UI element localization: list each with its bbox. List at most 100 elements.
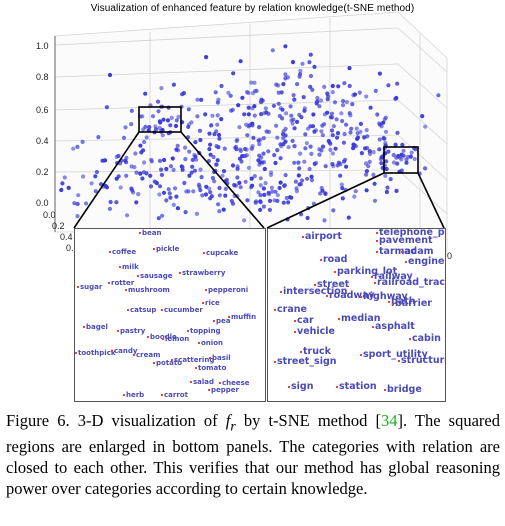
scatter-point xyxy=(336,84,341,89)
scatter-point xyxy=(298,68,303,73)
scatter-point xyxy=(261,136,266,141)
scatter-point xyxy=(267,198,273,203)
z-tick: 0.2 xyxy=(36,167,49,177)
caption-rest: ]. The squared regions are enlarged in b… xyxy=(6,411,500,499)
category-label: roadway xyxy=(326,290,375,301)
scatter-point xyxy=(182,180,187,186)
scatter-point xyxy=(197,184,202,189)
scatter-point xyxy=(194,211,199,216)
scatter-point xyxy=(329,128,335,133)
category-label: vehicle xyxy=(294,326,335,337)
scatter-point xyxy=(373,88,378,93)
scatter-point xyxy=(364,188,369,193)
scatter-point xyxy=(124,173,129,178)
scatter-point xyxy=(233,145,238,150)
scatter-point xyxy=(189,170,194,175)
category-label: cupcake xyxy=(203,249,238,257)
scatter-point xyxy=(141,127,146,132)
scatter-point xyxy=(84,201,89,206)
scatter-point xyxy=(299,178,305,183)
scatter-point xyxy=(259,112,264,117)
category-label: cheese xyxy=(219,379,250,387)
scatter-point xyxy=(245,133,250,138)
scatter-point xyxy=(309,151,314,156)
category-label: sugar xyxy=(77,283,102,291)
citation-link[interactable]: 34 xyxy=(380,411,398,430)
scatter-point xyxy=(308,84,313,89)
z-tick: 0.4 xyxy=(36,136,49,146)
scatter-point xyxy=(258,207,263,212)
scatter-point xyxy=(237,180,242,185)
scatter-point xyxy=(312,161,317,166)
category-label: asphalt xyxy=(372,321,415,332)
scatter-point xyxy=(210,113,215,118)
scatter-point xyxy=(81,174,86,179)
scatter-point xyxy=(296,173,301,178)
scatter-point xyxy=(157,119,162,124)
category-label: sausage xyxy=(137,272,173,280)
scatter-point xyxy=(208,152,213,157)
scatter-point xyxy=(129,108,134,113)
scatter-point xyxy=(340,118,345,124)
category-label: herb xyxy=(123,391,144,399)
scatter-point xyxy=(209,123,214,128)
scatter-point xyxy=(283,44,288,49)
scatter-point xyxy=(195,97,200,102)
scatter-point xyxy=(399,157,404,162)
scatter-point xyxy=(395,161,400,166)
scatter-point xyxy=(208,196,213,201)
scatter-point xyxy=(121,135,127,140)
category-label: carrot xyxy=(161,391,188,399)
scatter-point xyxy=(263,181,268,186)
scatter-point xyxy=(283,72,288,77)
scatter-point xyxy=(198,137,203,143)
scatter-point xyxy=(162,157,167,163)
category-label: road xyxy=(320,254,347,265)
scatter-point xyxy=(343,157,348,162)
scatter-point xyxy=(313,128,319,133)
scatter-point xyxy=(274,82,279,87)
scatter-point xyxy=(386,83,391,88)
scatter-point xyxy=(134,200,139,205)
scatter-point xyxy=(330,162,335,167)
scatter-point xyxy=(59,187,64,193)
scatter-point xyxy=(290,138,295,143)
scatter-point xyxy=(282,183,287,188)
scatter-point xyxy=(272,198,277,203)
scatter-point xyxy=(223,193,228,198)
scatter-point xyxy=(276,101,281,106)
scatter-point xyxy=(143,91,148,96)
z-tick: 0.8 xyxy=(36,72,49,82)
scatter-point xyxy=(309,174,314,179)
scatter-point xyxy=(190,164,195,169)
scatter-point xyxy=(275,135,280,140)
scatter-point xyxy=(395,130,400,135)
scatter-point xyxy=(383,115,388,120)
scatter-point xyxy=(332,100,338,105)
scatter-point xyxy=(278,180,283,185)
scatter-point xyxy=(175,206,180,211)
scatter-point xyxy=(330,90,335,95)
scatter-point xyxy=(139,150,144,155)
scatter-point xyxy=(353,144,358,149)
scatter-point xyxy=(408,154,413,159)
scatter-point xyxy=(311,112,316,117)
scatter-point xyxy=(208,190,213,195)
scatter-point xyxy=(245,198,250,203)
scatter-point xyxy=(340,186,345,191)
scatter-point xyxy=(213,90,218,95)
scatter-point xyxy=(330,115,335,120)
scatter-point xyxy=(107,206,112,211)
scatter-point xyxy=(371,172,376,177)
category-label: structure xyxy=(398,355,445,366)
scatter-point xyxy=(344,100,349,105)
scatter-point xyxy=(197,128,203,133)
scatter-point xyxy=(391,160,397,165)
scatter-point xyxy=(308,73,314,79)
scatter-point xyxy=(215,113,220,118)
scatter-point xyxy=(108,199,113,205)
scatter-point xyxy=(330,151,335,156)
scatter-point xyxy=(160,133,165,138)
category-label: pastry xyxy=(117,327,145,335)
scatter-point xyxy=(160,127,165,133)
